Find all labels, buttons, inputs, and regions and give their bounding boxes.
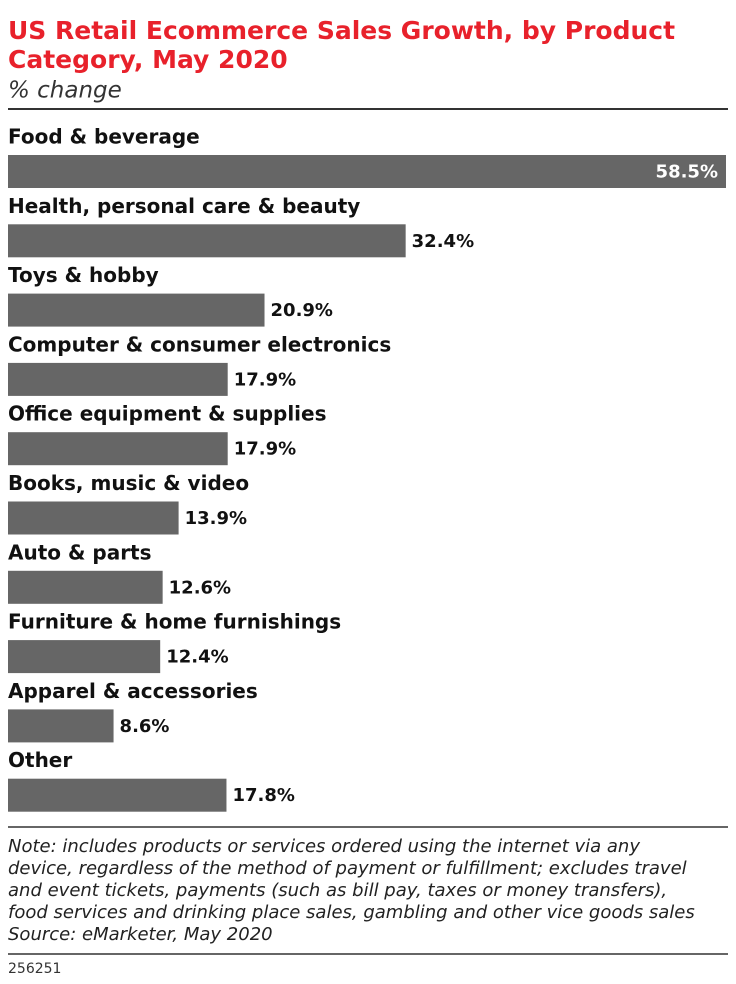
bar	[8, 224, 406, 258]
category-label: Apparel & accessories	[8, 679, 258, 703]
category-label: Office equipment & supplies	[8, 402, 327, 426]
bar	[8, 709, 114, 743]
category-label: Computer & consumer electronics	[8, 332, 391, 356]
note: and event tickets, payments (such as bil…	[8, 880, 667, 901]
category-label: Other	[8, 748, 72, 772]
bar	[8, 362, 228, 396]
value-label: 12.6%	[169, 577, 231, 598]
note: food services and drinking place sales, …	[8, 902, 695, 923]
bar	[8, 501, 179, 535]
bar	[8, 293, 265, 327]
chart-title: Category, May 2020	[8, 45, 288, 74]
category-label: Books, music & video	[8, 471, 249, 495]
value-label: 8.6%	[120, 716, 170, 737]
bar	[8, 640, 161, 674]
chart-id: 256251	[8, 961, 61, 977]
category-label: Health, personal care & beauty	[8, 194, 360, 218]
bar	[8, 570, 163, 604]
value-label: 32.4%	[412, 231, 474, 252]
value-label: 17.8%	[232, 785, 294, 806]
category-label: Toys & hobby	[8, 263, 159, 287]
note: device, regardless of the method of paym…	[8, 858, 687, 879]
source: Source: eMarketer, May 2020	[8, 924, 273, 945]
category-label: Auto & parts	[8, 540, 152, 564]
value-label: 17.9%	[234, 369, 296, 390]
category-label: Food & beverage	[8, 125, 200, 149]
value-label: 17.9%	[234, 439, 296, 460]
chart-subtitle: % change	[8, 78, 122, 104]
note: Note: includes products or services orde…	[8, 836, 640, 857]
value-label: 20.9%	[271, 300, 333, 321]
category-label: Furniture & home furnishings	[8, 610, 341, 634]
bar	[8, 778, 227, 812]
value-label: 12.4%	[166, 647, 228, 668]
chart-title: US Retail Ecommerce Sales Growth, by Pro…	[8, 16, 675, 45]
value-label: 13.9%	[185, 508, 247, 529]
bar	[8, 155, 726, 188]
bar	[8, 432, 228, 466]
value-label: 58.5%	[656, 162, 718, 183]
